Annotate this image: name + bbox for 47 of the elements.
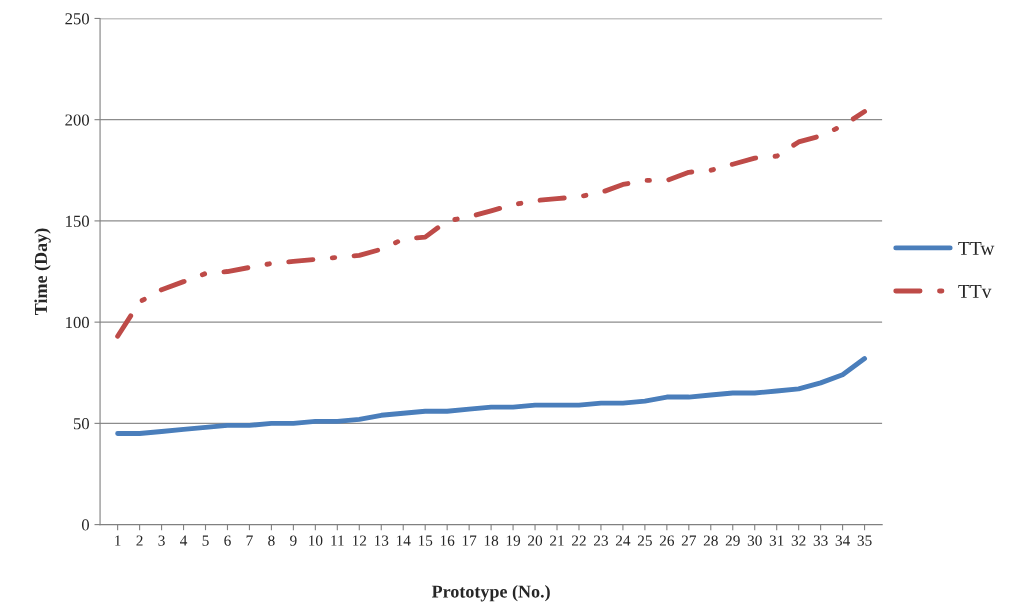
y-tick-label: 100	[66, 316, 90, 329]
y-tick-label: 250	[65, 13, 90, 25]
x-axis-title: Prototype (No.)	[431, 584, 550, 602]
x-tick-label: 27	[681, 535, 697, 546]
line-series	[115, 356, 867, 436]
x-tick-label: 21	[550, 535, 564, 546]
x-tick-label: 2	[136, 535, 143, 546]
x-tick-label: 29	[725, 535, 740, 546]
x-tick-label: 23	[593, 535, 608, 546]
y-tick-label: 0	[81, 519, 90, 531]
x-tick-label: 3	[158, 535, 165, 546]
x-tick-label: 30	[747, 535, 762, 546]
x-tick-label: 9	[290, 535, 297, 546]
x-tick-label: 1	[115, 535, 121, 546]
x-tick-label: 18	[484, 535, 499, 546]
x-tick-label: 17	[462, 535, 477, 546]
x-tick-label: 22	[572, 535, 586, 546]
x-tick-label: 14	[396, 535, 411, 546]
x-tick-label: 13	[374, 535, 389, 546]
y-axis-title: Time (Day)	[34, 228, 51, 315]
x-tick-label: 20	[528, 535, 543, 546]
x-tick-label: 15	[418, 535, 433, 546]
x-tick-label: 26	[659, 535, 675, 546]
y-tick-label: 50	[73, 418, 90, 430]
x-tick-label: 31	[769, 535, 784, 546]
x-tick-label: 33	[813, 535, 828, 546]
x-tick-label: 8	[268, 535, 275, 546]
x-tick-label: 5	[202, 535, 209, 546]
legend-label: TTv	[958, 285, 992, 298]
x-tick-label: 24	[615, 535, 631, 546]
x-tick-label: 10	[309, 535, 323, 546]
y-tick-label: 150	[66, 215, 90, 227]
x-tick-label: 32	[791, 535, 806, 546]
line-series	[115, 109, 867, 339]
y-tick-label: 200	[65, 114, 90, 126]
x-tick-label: 28	[703, 535, 718, 546]
x-tick-label: 4	[180, 535, 188, 546]
legend-label: TTw	[958, 242, 995, 255]
x-tick-label: 16	[440, 535, 455, 546]
x-tick-label: 12	[352, 535, 367, 546]
x-tick-label: 6	[224, 535, 231, 546]
x-tick-label: 34	[835, 535, 850, 546]
x-tick-label: 7	[246, 535, 253, 546]
x-tick-label: 25	[637, 535, 652, 546]
x-tick-label: 35	[857, 535, 872, 546]
x-tick-label: 19	[506, 535, 521, 546]
x-tick-label: 11	[331, 535, 344, 546]
